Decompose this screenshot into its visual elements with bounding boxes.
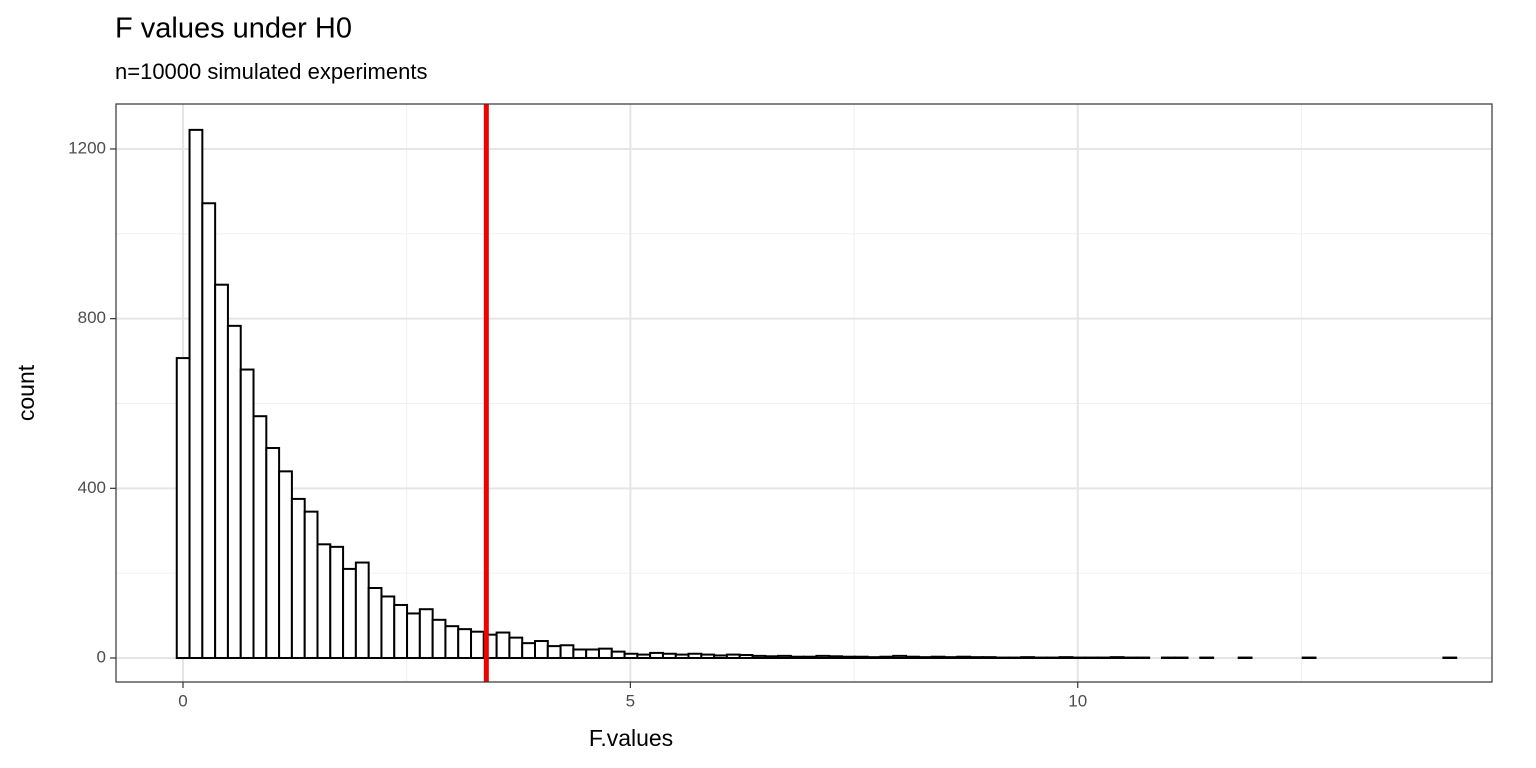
bar (853, 655, 869, 659)
bar (674, 653, 690, 659)
chart-title: F values under H0 (115, 13, 352, 45)
bar (393, 603, 409, 659)
bar (418, 608, 434, 659)
bar (175, 357, 191, 659)
bar (252, 415, 268, 659)
bar (226, 324, 242, 659)
bar (956, 655, 972, 659)
bar (559, 644, 575, 659)
bar (354, 561, 370, 659)
bar (866, 656, 882, 659)
bar (623, 652, 639, 659)
bar (278, 470, 293, 659)
bar (239, 368, 255, 659)
bar (828, 655, 844, 659)
bar (380, 595, 396, 659)
bar (521, 642, 537, 659)
bar (303, 510, 319, 659)
bar (444, 625, 460, 659)
x-tick-label: 10 (1068, 691, 1087, 710)
bar (751, 654, 767, 659)
bar (777, 654, 792, 659)
bar (1109, 656, 1125, 659)
bar (713, 654, 728, 659)
bar (585, 648, 600, 659)
bar (969, 656, 984, 659)
bar (917, 656, 933, 659)
bar (1020, 656, 1035, 659)
x-axis-label: F.values (589, 725, 673, 751)
y-tick-label: 1200 (68, 138, 106, 157)
bar (457, 628, 473, 659)
bar (214, 283, 229, 659)
bar (738, 654, 754, 659)
bar (572, 648, 588, 659)
bar (802, 655, 818, 659)
bar (764, 655, 780, 659)
bar (470, 630, 485, 659)
bar (879, 655, 895, 659)
y-tick-label: 0 (97, 647, 106, 666)
bar (546, 645, 562, 659)
bar (892, 654, 908, 659)
plot-border (115, 103, 1493, 683)
bar (725, 653, 741, 659)
y-axis-label: count (13, 364, 39, 421)
chart-subtitle: n=10000 simulated experiments (115, 59, 427, 84)
bar (316, 543, 332, 659)
bar (597, 647, 613, 659)
bar (636, 653, 652, 659)
bar (431, 618, 447, 659)
bar (406, 612, 421, 659)
bar (661, 652, 677, 659)
bar (508, 636, 524, 659)
bar (841, 655, 856, 659)
bar (610, 650, 626, 659)
bar (930, 655, 946, 659)
bar (1058, 656, 1074, 659)
x-tick-label: 0 (178, 691, 187, 710)
bar (329, 545, 345, 659)
bar (687, 652, 703, 659)
bar (905, 655, 920, 659)
bar (789, 655, 805, 659)
bar (201, 202, 217, 659)
y-tick-label: 400 (78, 478, 106, 497)
bar (342, 567, 357, 659)
bar (290, 497, 306, 659)
bar (367, 586, 383, 659)
bar (188, 128, 204, 659)
bar (815, 654, 831, 659)
y-tick-label: 800 (78, 308, 106, 327)
bar (649, 651, 664, 659)
bar (265, 447, 281, 659)
x-tick-label: 5 (626, 691, 635, 710)
bar (534, 640, 549, 659)
bar (943, 656, 959, 659)
bar (981, 656, 997, 659)
bar (495, 631, 511, 659)
bar (700, 653, 716, 659)
